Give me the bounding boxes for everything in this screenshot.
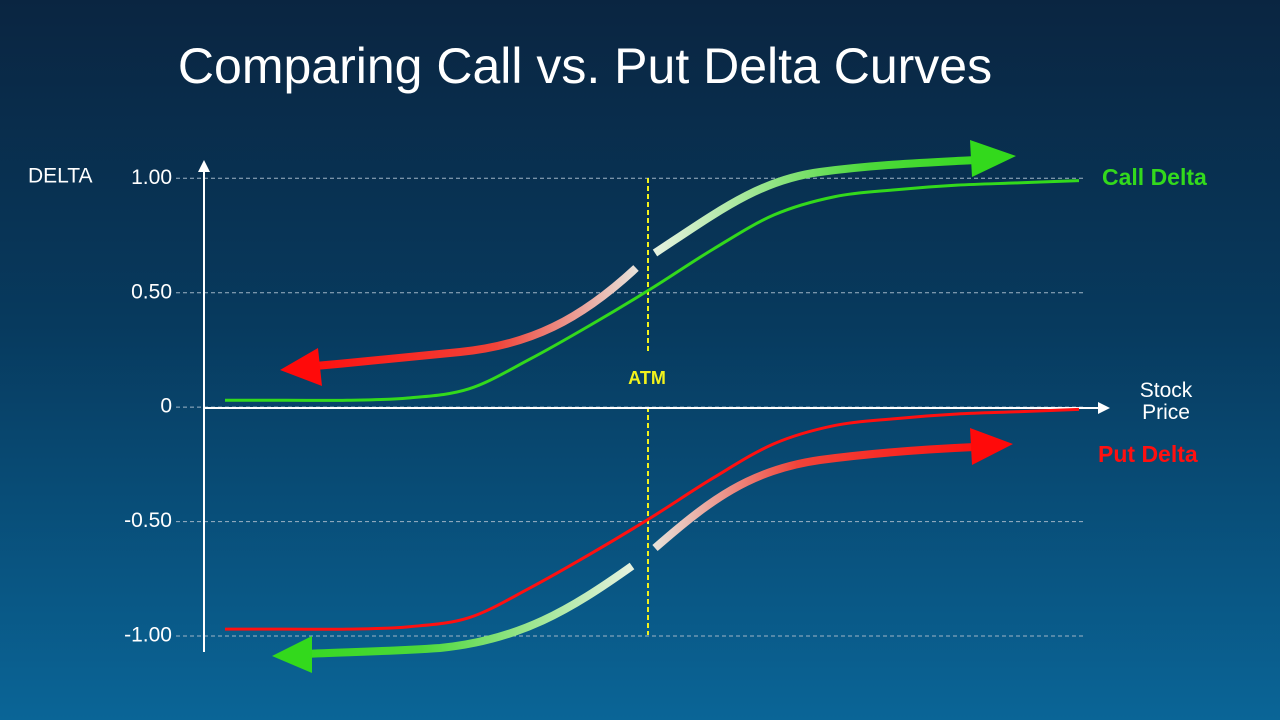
arrow-head: [280, 348, 322, 386]
arrow: [304, 562, 635, 658]
axis-arrow: [1098, 402, 1110, 414]
arrow-head: [970, 428, 1013, 465]
axis-arrow: [198, 160, 210, 172]
arrow-head: [272, 636, 312, 673]
title: Comparing Call vs. Put Delta Curves: [178, 38, 992, 94]
arrow-head: [970, 140, 1016, 177]
delta-line: [225, 179, 1080, 402]
atm-label: ATM: [628, 368, 666, 388]
arrow: [652, 156, 976, 257]
legend-label: Call Delta: [1102, 164, 1207, 190]
y-tick-label: -0.50: [124, 509, 172, 532]
y-tick-label: 1.00: [131, 166, 172, 189]
y-tick-label: -1.00: [124, 624, 172, 647]
legend-label: Put Delta: [1098, 441, 1198, 467]
arrow: [652, 443, 976, 552]
delta-line: [225, 407, 1080, 631]
y-tick-label: 0: [160, 395, 172, 418]
arrow: [314, 265, 639, 370]
y-axis-label: DELTA: [28, 165, 93, 188]
x-axis-label: Stock Price: [1139, 379, 1193, 424]
y-tick-label: 0.50: [131, 280, 172, 303]
